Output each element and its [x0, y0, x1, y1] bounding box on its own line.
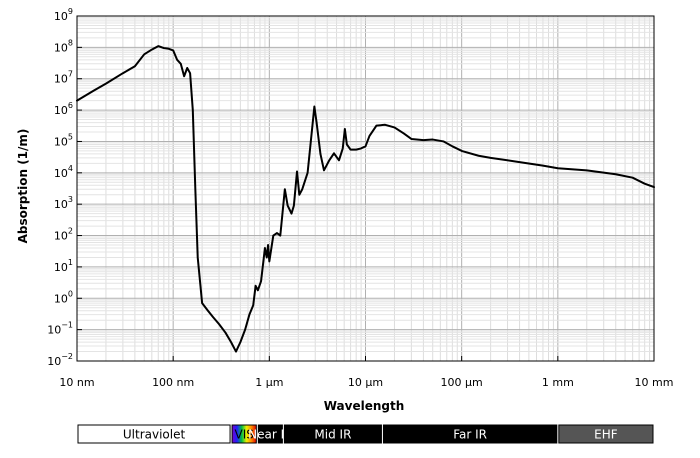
band-far-ir-box [382, 424, 558, 444]
y-tick-label: 106 [54, 101, 73, 117]
band-vis: VIS [231, 424, 257, 444]
axis-ticks [76, 15, 655, 362]
x-tick-label: 10 µm [348, 376, 383, 389]
x-axis-label: Wavelength [324, 399, 405, 413]
y-axis-label: Absorption (1/m) [16, 129, 30, 244]
band-near-ir-label: Near IR [248, 428, 292, 442]
y-tick-label: 10−1 [47, 321, 73, 337]
band-uv-box [77, 424, 231, 444]
band-mid-ir-box [283, 424, 382, 444]
band-far-ir-label: Far IR [453, 428, 487, 442]
band-near-ir-box [257, 424, 283, 444]
x-tick-label: 1 µm [255, 376, 283, 389]
x-tick-labels: 10 nm 100 nm 1 µm 10 µm 100 µm 1 mm 10 mm [59, 376, 673, 389]
y-tick-label: 107 [54, 70, 73, 86]
band-vis-box [231, 424, 257, 444]
band-vis-label: VIS [235, 428, 254, 442]
band-uv: Ultraviolet [77, 424, 231, 444]
x-tick-label: 100 µm [441, 376, 483, 389]
series-line-group [76, 45, 655, 353]
x-tick-label: 10 nm [59, 376, 94, 389]
y-tick-label: 108 [54, 38, 73, 54]
x-tick-label: 100 nm [152, 376, 194, 389]
grid-lines [76, 16, 654, 362]
y-tick-label: 105 [54, 132, 73, 148]
y-tick-label: 104 [54, 164, 73, 180]
band-mid-ir-label: Mid IR [314, 428, 351, 442]
y-tick-label: 100 [54, 289, 73, 305]
y-tick-label: 103 [54, 195, 73, 211]
band-mid-ir: Mid IR [283, 424, 382, 444]
band-far-ir: Far IR [382, 424, 558, 444]
series-line [76, 45, 655, 353]
y-tick-label: 101 [54, 258, 73, 274]
y-tick-label: 102 [54, 227, 73, 243]
y-tick-label: 10−2 [47, 352, 73, 368]
band-ehf-label: EHF [594, 428, 618, 442]
band-near-ir: Near IR [248, 424, 293, 444]
x-tick-label: 10 mm [635, 376, 674, 389]
y-tick-labels: 10−2 10−1 100 101 102 103 104 105 106 107 108 109 [47, 7, 73, 368]
x-tick-label: 1 mm [542, 376, 574, 389]
band-ehf: EHF [558, 424, 654, 444]
band-ehf-box [558, 424, 654, 444]
y-tick-label: 109 [54, 7, 73, 23]
band-uv-label: Ultraviolet [123, 428, 186, 442]
